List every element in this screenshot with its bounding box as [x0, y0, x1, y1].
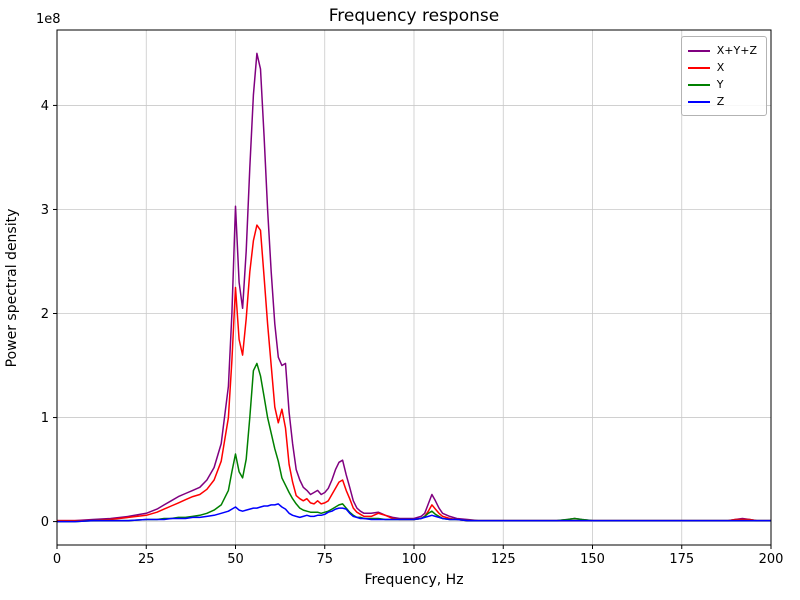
x-tick-label: 25: [138, 552, 155, 567]
y-tick-label: 4: [41, 99, 49, 114]
plot-grid: [56, 30, 772, 545]
legend-entry-label: Y: [716, 78, 724, 91]
legend-entry-label: X: [716, 61, 725, 74]
legend-line-sample: [687, 100, 710, 103]
series-line-z: [57, 503, 771, 523]
y-axis-label: Power spectral density: [4, 209, 20, 368]
x-tick-label: 75: [316, 552, 333, 567]
x-tick-label: 50: [227, 552, 244, 567]
legend-entry: X: [687, 59, 757, 76]
legend-entry: Y: [687, 76, 757, 93]
y-tick-label: 3: [41, 203, 49, 218]
legend-entry: Z: [687, 93, 757, 110]
x-tick-label: 100: [402, 552, 427, 567]
y-tick-label: 0: [41, 515, 49, 530]
x-tick-label: 125: [491, 552, 516, 567]
legend-entry-label: X+Y+Z: [716, 44, 757, 57]
plot-series: [57, 52, 771, 523]
x-tick-label: 175: [669, 552, 694, 567]
x-tick-label: 150: [580, 552, 605, 567]
series-line-y: [57, 362, 771, 523]
legend-line-sample: [687, 66, 710, 69]
legend-entry-label: Z: [716, 95, 725, 108]
chart-title: Frequency response: [329, 6, 499, 26]
y-tick-label: 2: [41, 307, 49, 322]
legend-entry: X+Y+Z: [687, 42, 757, 59]
y-axis-offset-label: 1e8: [36, 12, 61, 27]
x-axis-label: Frequency, Hz: [364, 572, 463, 588]
x-tick-label: 200: [759, 552, 784, 567]
legend-line-sample: [687, 49, 710, 52]
legend-line-sample: [687, 83, 710, 86]
chart-legend: X+Y+Z X Y Z: [680, 36, 767, 116]
plot-ticks: 0 25 50 75 100 125 150 175 200 0 1 2 3 4: [41, 99, 784, 567]
x-tick-label: 0: [53, 552, 61, 567]
y-tick-label: 1: [41, 411, 49, 426]
